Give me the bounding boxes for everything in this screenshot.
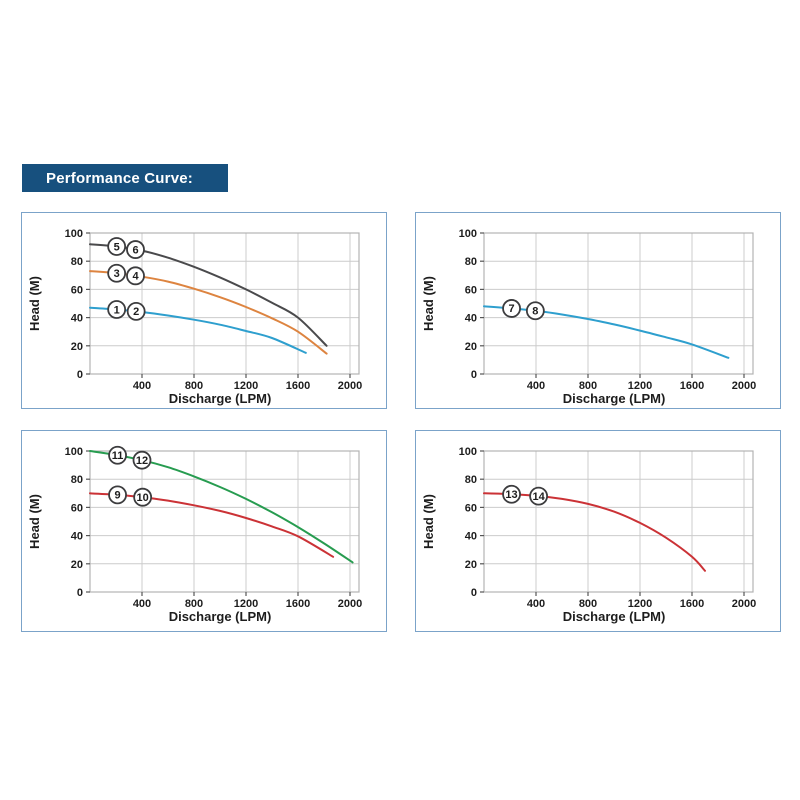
curve-marker-label-7: 7 xyxy=(508,303,514,315)
curve-13-14 xyxy=(483,492,706,572)
ytick-label-20: 20 xyxy=(71,559,83,571)
ytick-label-40: 40 xyxy=(71,531,83,543)
ytick-label-40: 40 xyxy=(465,531,477,543)
curve-marker-circle-9 xyxy=(108,485,127,505)
ytick-label-20: 20 xyxy=(465,559,477,571)
curve-marker-circle-8 xyxy=(525,301,545,321)
ytick-label-0: 0 xyxy=(77,587,83,599)
curve-5-6 xyxy=(89,243,328,347)
plot-box xyxy=(483,450,754,593)
curve-marker-label-8: 8 xyxy=(532,306,538,318)
y-axis-title: Head (M) xyxy=(27,494,42,549)
xtick-label-800: 800 xyxy=(579,380,597,392)
xtick-label-2000: 2000 xyxy=(338,380,362,392)
curve-marker-label-1: 1 xyxy=(114,304,120,316)
curve-marker-circle-11 xyxy=(108,445,127,465)
ytick-label-100: 100 xyxy=(65,228,83,240)
xtick-label-400: 400 xyxy=(527,380,545,392)
x-axis-title: Discharge (LPM) xyxy=(169,391,272,406)
curve-marker-label-2: 2 xyxy=(133,306,139,318)
xtick-label-400: 400 xyxy=(133,380,151,392)
xtick-label-1600: 1600 xyxy=(680,598,704,610)
xtick-label-400: 400 xyxy=(527,598,545,610)
y-axis-title: Head (M) xyxy=(421,494,436,549)
xtick-label-2000: 2000 xyxy=(732,380,756,392)
ytick-label-60: 60 xyxy=(71,284,83,296)
ytick-label-0: 0 xyxy=(77,369,83,381)
ytick-label-60: 60 xyxy=(71,502,83,514)
ytick-label-100: 100 xyxy=(459,446,477,458)
plot-box xyxy=(483,232,754,375)
curve-marker-circle-3 xyxy=(107,263,127,283)
section-title: Performance Curve: xyxy=(46,169,193,187)
curve-marker-label-3: 3 xyxy=(114,268,120,280)
chart-bottom-right: 0 20 40 60 80 100 400 800 1200 1600 2000 Head (M) Di… xyxy=(415,430,781,632)
chart-svg-chart-top-left: 0 20 40 60 80 100 400 800 1200 1600 2000 Head (M) Di… xyxy=(27,228,362,406)
ytick-label-80: 80 xyxy=(71,256,83,268)
xtick-label-800: 800 xyxy=(185,380,203,392)
xtick-label-1600: 1600 xyxy=(286,598,310,610)
chart-top-left: 0 20 40 60 80 100 400 800 1200 1600 2000 Head (M) Di… xyxy=(21,212,387,409)
chart-svg-chart-bottom-right: 0 20 40 60 80 100 400 800 1200 1600 2000 Head (M) Di… xyxy=(421,446,756,624)
chart-bottom-left: 0 20 40 60 80 100 400 800 1200 1600 2000 Head (M) Di… xyxy=(21,430,387,632)
curve-marker-label-6: 6 xyxy=(132,244,138,256)
ytick-label-40: 40 xyxy=(465,313,477,325)
curve-marker-circle-5 xyxy=(107,237,127,256)
curve-marker-circle-2 xyxy=(126,301,146,321)
curve-marker-circle-13 xyxy=(502,484,521,504)
xtick-label-1200: 1200 xyxy=(628,380,652,392)
xtick-label-1200: 1200 xyxy=(234,380,258,392)
curve-marker-label-9: 9 xyxy=(114,490,120,502)
curve-marker-circle-14 xyxy=(529,486,548,506)
ytick-label-20: 20 xyxy=(465,341,477,353)
x-axis-title: Discharge (LPM) xyxy=(563,391,666,406)
ytick-label-80: 80 xyxy=(71,474,83,486)
xtick-label-2000: 2000 xyxy=(338,598,362,610)
xtick-label-800: 800 xyxy=(579,598,597,610)
xtick-label-1200: 1200 xyxy=(628,598,652,610)
curve-marker-circle-10 xyxy=(133,487,153,507)
x-axis-title: Discharge (LPM) xyxy=(563,609,666,624)
xtick-label-800: 800 xyxy=(185,598,203,610)
chart-svg-chart-top-right: 0 20 40 60 80 100 400 800 1200 1600 2000 Head (M) Di… xyxy=(421,228,756,406)
chart-svg-chart-bottom-left: 0 20 40 60 80 100 400 800 1200 1600 2000 Head (M) Di… xyxy=(27,445,362,624)
ytick-label-100: 100 xyxy=(65,446,83,458)
ytick-label-80: 80 xyxy=(465,474,477,486)
curve-marker-label-5: 5 xyxy=(114,241,120,253)
ytick-label-20: 20 xyxy=(71,341,83,353)
curve-marker-label-12: 12 xyxy=(136,455,148,467)
curve-7-8 xyxy=(483,305,730,359)
plot-box xyxy=(89,450,360,593)
curve-marker-circle-12 xyxy=(132,450,152,470)
xtick-label-2000: 2000 xyxy=(732,598,756,610)
section-title-banner: Performance Curve: xyxy=(22,164,228,192)
xtick-label-400: 400 xyxy=(133,598,151,610)
plot-box xyxy=(89,232,360,375)
x-axis-title: Discharge (LPM) xyxy=(169,609,272,624)
chart-top-right: 0 20 40 60 80 100 400 800 1200 1600 2000 Head (M) Di… xyxy=(415,212,781,409)
xtick-label-1600: 1600 xyxy=(680,380,704,392)
ytick-label-60: 60 xyxy=(465,502,477,514)
ytick-label-60: 60 xyxy=(465,284,477,296)
curve-marker-circle-7 xyxy=(502,299,521,318)
ytick-label-100: 100 xyxy=(459,228,477,240)
ytick-label-0: 0 xyxy=(471,369,477,381)
curve-marker-label-13: 13 xyxy=(505,489,517,501)
ytick-label-80: 80 xyxy=(465,256,477,268)
ytick-label-40: 40 xyxy=(71,313,83,325)
curve-marker-label-14: 14 xyxy=(532,491,545,503)
y-axis-title: Head (M) xyxy=(27,276,42,331)
ytick-label-0: 0 xyxy=(471,587,477,599)
curve-marker-label-11: 11 xyxy=(112,450,124,462)
curve-marker-label-4: 4 xyxy=(132,271,139,283)
curve-9-10 xyxy=(89,492,335,558)
xtick-label-1600: 1600 xyxy=(286,380,310,392)
curve-marker-circle-4 xyxy=(126,266,145,286)
xtick-label-1200: 1200 xyxy=(234,598,258,610)
curve-marker-circle-6 xyxy=(126,240,145,259)
curve-marker-label-10: 10 xyxy=(137,492,149,504)
y-axis-title: Head (M) xyxy=(421,276,436,331)
curve-marker-circle-1 xyxy=(107,300,127,319)
